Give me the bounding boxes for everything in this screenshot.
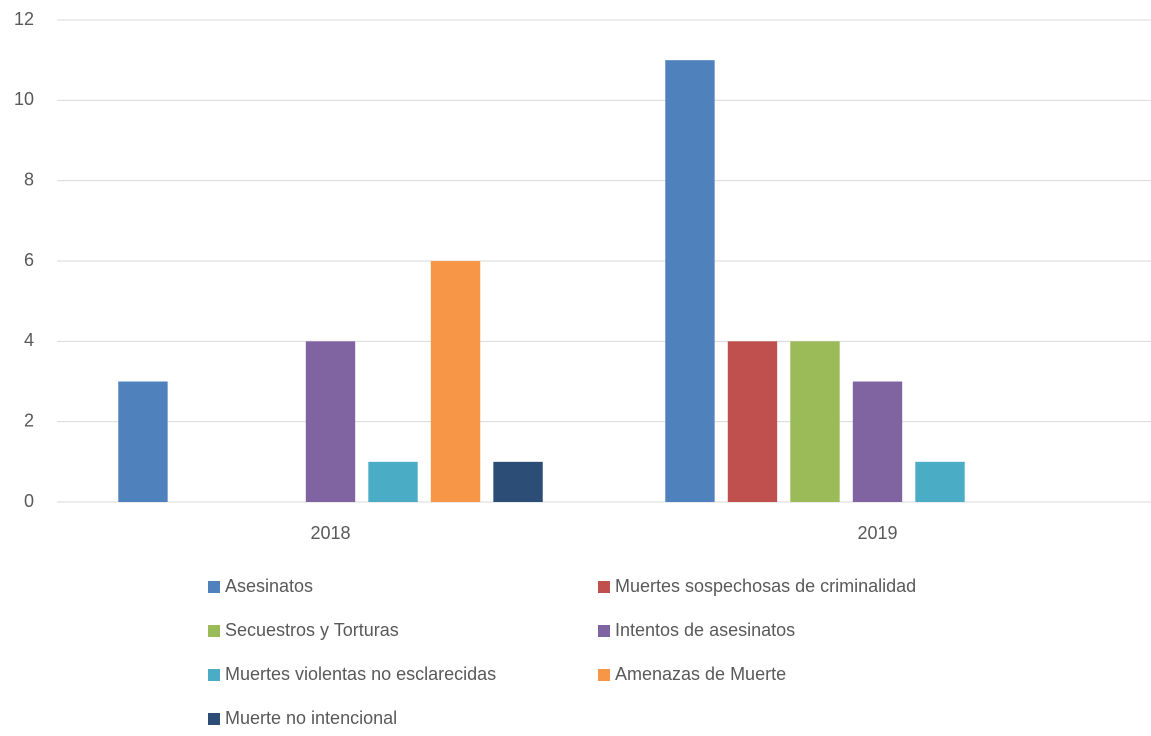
legend-swatch bbox=[208, 669, 220, 681]
bar bbox=[305, 341, 356, 502]
bar bbox=[368, 461, 418, 502]
legend-label: Muertes sospechosas de criminalidad bbox=[615, 576, 916, 596]
y-tick-label: 2 bbox=[24, 410, 34, 430]
legend-label: Muertes violentas no esclarecidas bbox=[225, 664, 496, 684]
x-tick-label: 2019 bbox=[857, 523, 897, 543]
legend-swatch bbox=[208, 625, 220, 637]
y-tick-label: 10 bbox=[14, 89, 34, 109]
legend-swatch bbox=[598, 581, 610, 593]
legend-swatch bbox=[208, 581, 220, 593]
y-tick-label: 12 bbox=[14, 9, 34, 29]
y-tick-label: 6 bbox=[24, 250, 34, 270]
bar bbox=[665, 60, 715, 503]
legend-swatch bbox=[598, 669, 610, 681]
y-tick-label: 0 bbox=[24, 491, 34, 511]
bar bbox=[493, 461, 543, 502]
bar bbox=[915, 461, 965, 502]
legend-label: Asesinatos bbox=[225, 576, 313, 596]
y-tick-label: 8 bbox=[24, 169, 34, 189]
bar bbox=[430, 261, 481, 502]
bar bbox=[118, 381, 168, 502]
legend-swatch bbox=[598, 625, 610, 637]
bar bbox=[727, 341, 778, 502]
y-tick-label: 4 bbox=[24, 330, 34, 350]
legend-label: Secuestros y Torturas bbox=[225, 620, 399, 640]
x-tick-label: 2018 bbox=[310, 523, 350, 543]
bar bbox=[852, 381, 903, 502]
bar bbox=[790, 341, 840, 502]
legend-label: Muerte no intencional bbox=[225, 708, 397, 728]
legend-label: Intentos de asesinatos bbox=[615, 620, 795, 640]
legend-swatch bbox=[208, 713, 220, 725]
legend-label: Amenazas de Muerte bbox=[615, 664, 786, 684]
